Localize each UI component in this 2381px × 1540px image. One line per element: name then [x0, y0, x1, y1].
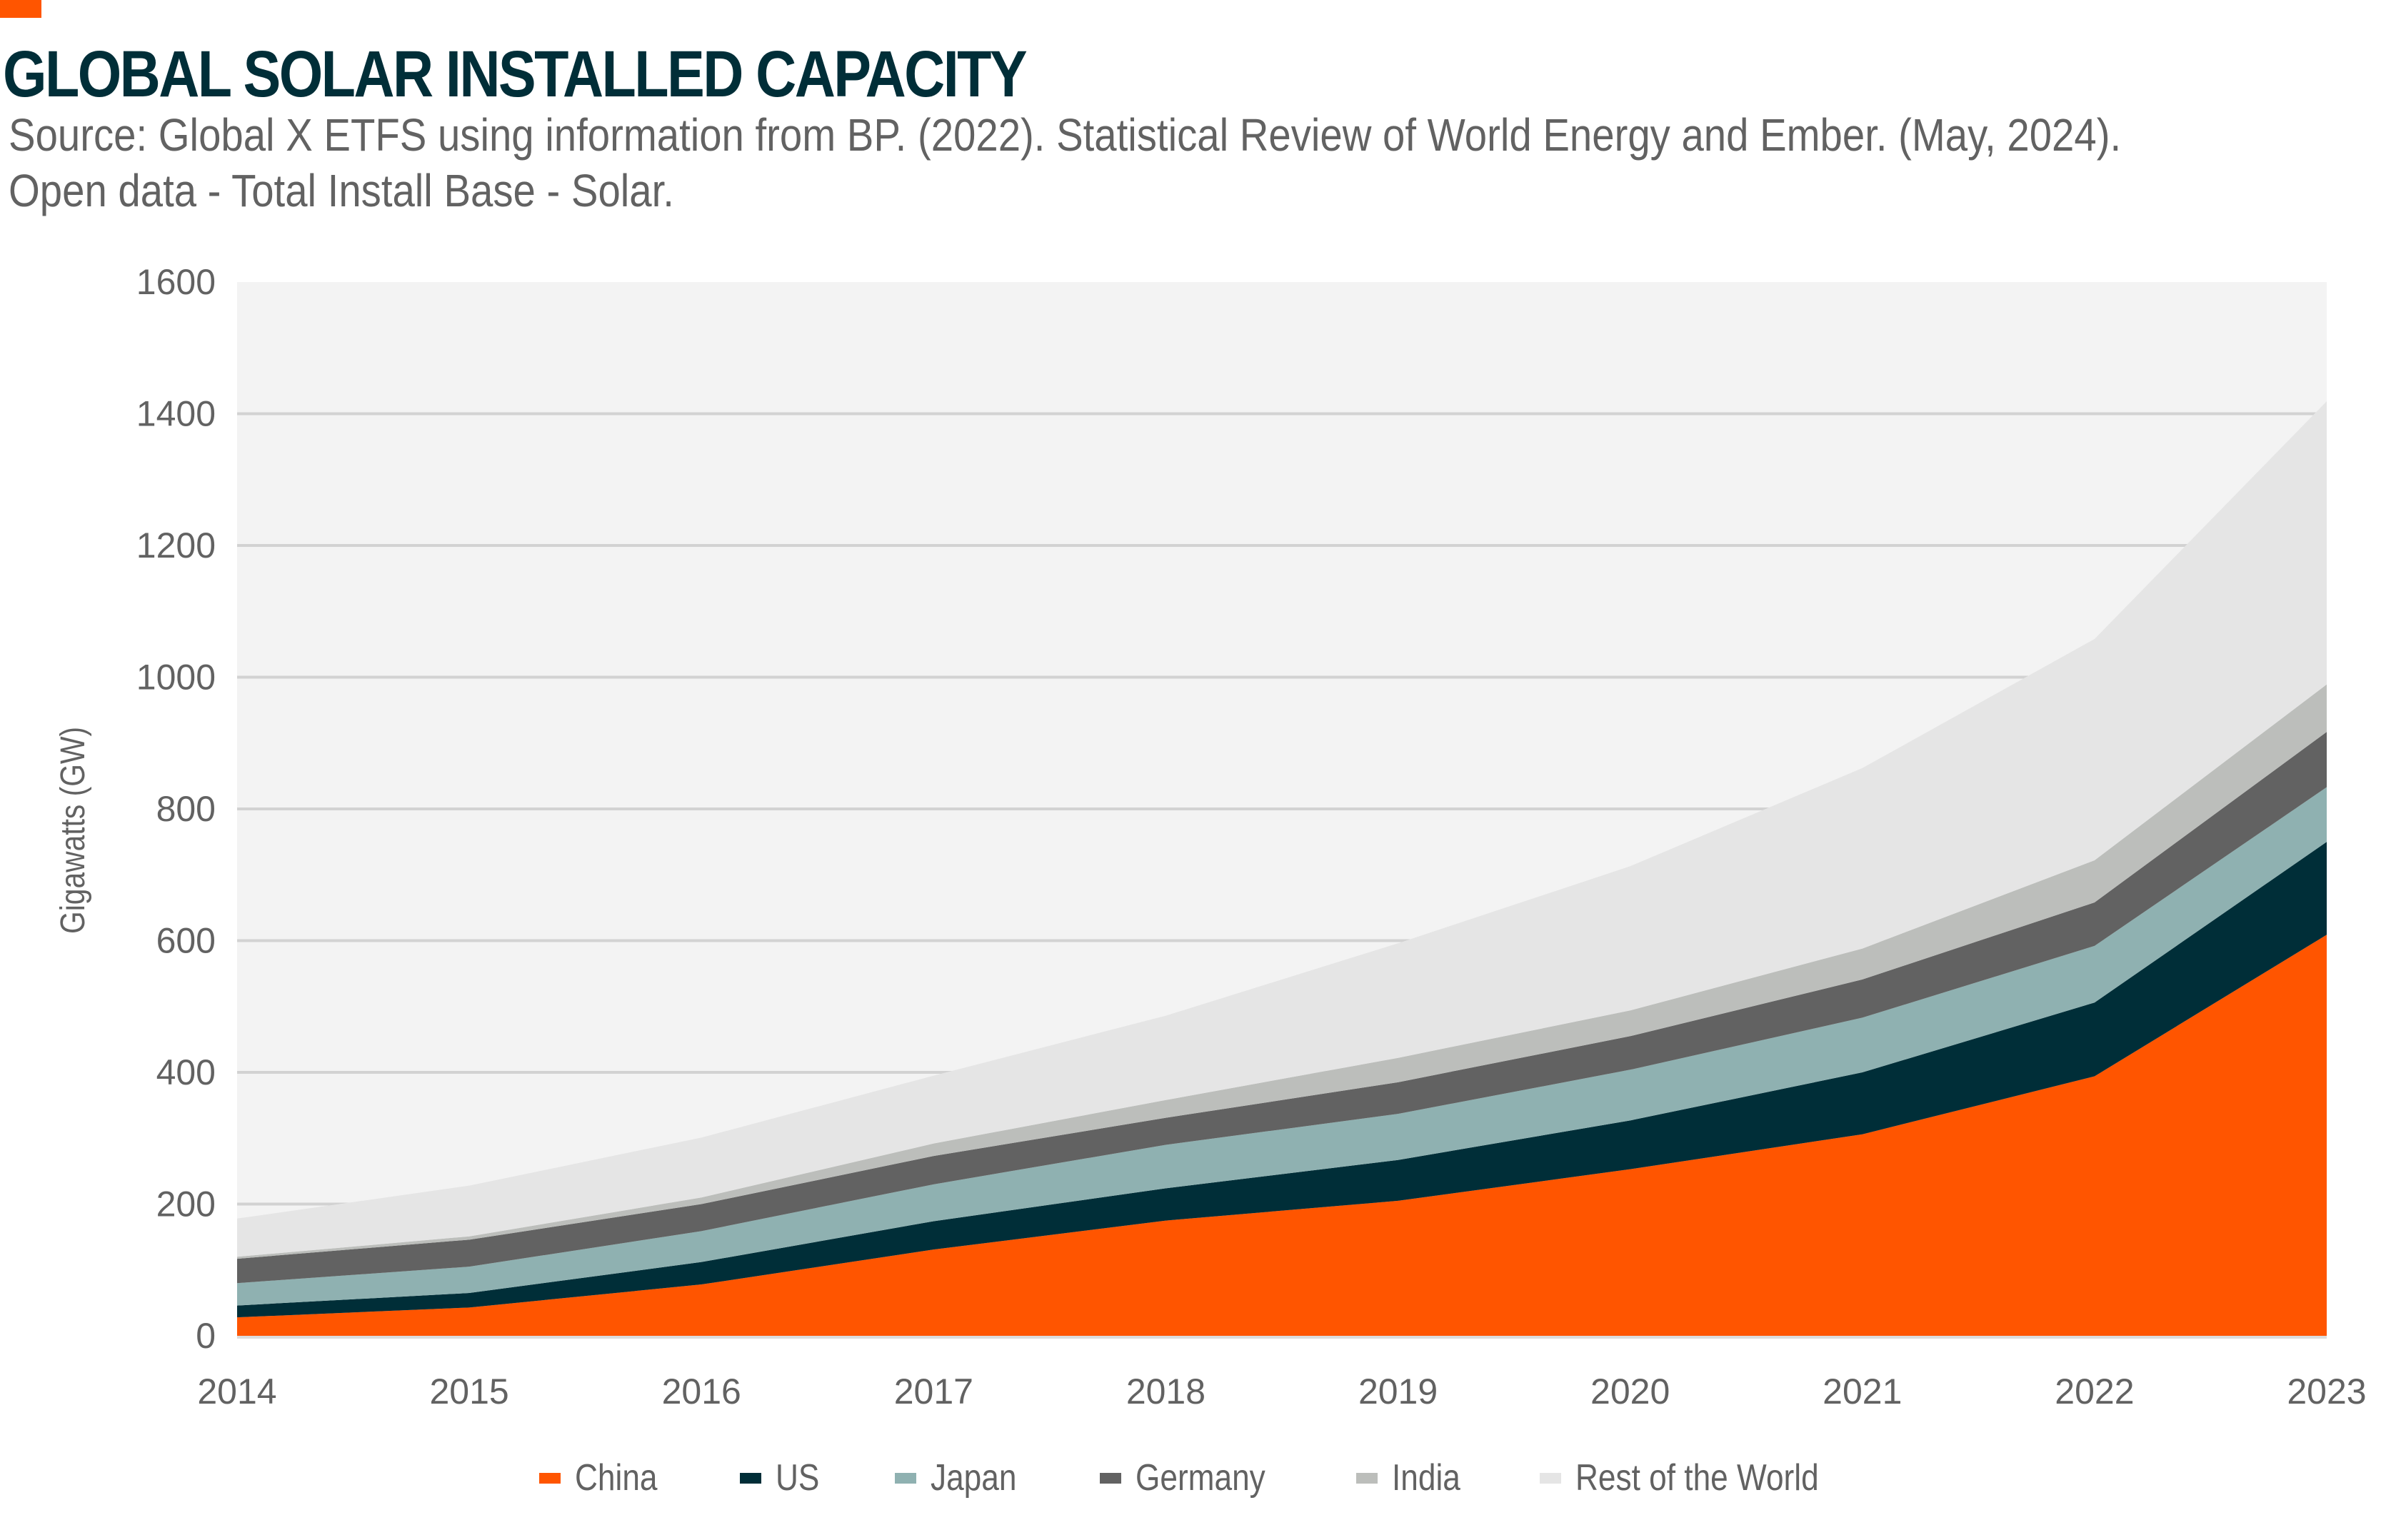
y-axis-ticks: 0 200 400 600 800 1000 1200 1400 1600 [136, 262, 216, 1356]
legend-swatch [1355, 1472, 1378, 1484]
y-tick-label: 1200 [136, 525, 216, 565]
legend-item-germany: Germany [1099, 1456, 1288, 1499]
legend-swatch [1099, 1472, 1121, 1484]
area-us [237, 842, 2327, 1318]
x-tick-label: 2014 [197, 1372, 276, 1411]
x-axis-ticks: 2014 2015 2016 2017 2018 2019 2020 2021 2022 2023 [197, 1372, 2366, 1411]
legend-swatch [1540, 1472, 1562, 1484]
y-tick-label: 800 [156, 789, 216, 829]
y-tick-label: 0 [196, 1316, 216, 1356]
x-tick-label: 2022 [2055, 1372, 2134, 1411]
legend-item-china: China [539, 1456, 672, 1499]
legend-label: Japan [931, 1457, 1017, 1499]
source-line-1: Source: Global X ETFS using information … [9, 109, 2122, 161]
accent-bar [0, 0, 41, 18]
y-tick-label: 1000 [136, 658, 216, 698]
legend-label: US [775, 1457, 820, 1499]
legend-item-us: US [739, 1456, 827, 1499]
legend-label: China [575, 1457, 658, 1499]
legend-item-rest-of-the-world: Rest of the World [1540, 1456, 1862, 1499]
legend-swatch [539, 1472, 561, 1484]
y-tick-label: 200 [156, 1184, 216, 1224]
chart-title: GLOBAL SOLAR INSTALLED CAPACITY [3, 38, 1028, 111]
series-areas [237, 401, 2327, 1336]
y-axis-label: Gigawatts (GW) [54, 727, 92, 934]
y-tick-label: 1400 [136, 394, 216, 434]
source-line-2: Open data - Total Install Base - Solar. [9, 165, 674, 216]
x-tick-label: 2017 [894, 1372, 973, 1411]
legend: China US Japan Germany India Rest of the Worl… [539, 1456, 1930, 1499]
legend-label: India [1391, 1457, 1460, 1499]
area-rest-of-the-world [237, 401, 2327, 1257]
x-tick-label: 2016 [662, 1372, 741, 1411]
legend-label: Germany [1135, 1457, 1265, 1499]
legend-swatch [895, 1472, 917, 1484]
source-note: Source: Global X ETFS using information … [9, 107, 2121, 218]
x-tick-label: 2021 [1823, 1372, 1902, 1411]
x-tick-label: 2018 [1126, 1372, 1205, 1411]
area-japan [237, 787, 2327, 1306]
x-tick-label: 2019 [1358, 1372, 1438, 1411]
area-china [237, 935, 2327, 1336]
legend-item-india: India [1355, 1456, 1473, 1499]
legend-label: Rest of the World [1575, 1457, 1820, 1499]
x-tick-label: 2020 [1590, 1372, 1670, 1411]
y-tick-label: 400 [156, 1052, 216, 1092]
legend-item-japan: Japan [895, 1456, 1032, 1499]
y-tick-label: 600 [156, 921, 216, 961]
x-tick-label: 2023 [2287, 1372, 2366, 1411]
legend-swatch [739, 1472, 761, 1484]
x-tick-label: 2015 [429, 1372, 508, 1411]
y-tick-label: 1600 [136, 262, 216, 302]
